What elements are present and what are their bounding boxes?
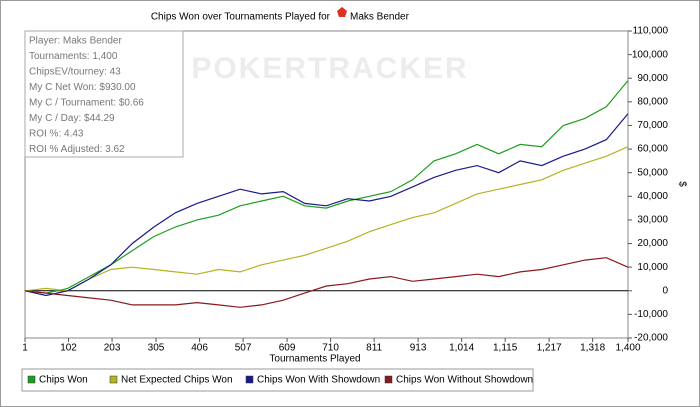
legend-swatch [27, 375, 36, 384]
x-tick-label: 305 [148, 343, 165, 354]
y-tick-label: 100,000 [632, 49, 669, 60]
x-tick-label: 1,400 [615, 343, 640, 354]
legend-swatch [109, 375, 118, 384]
x-tick-label: 1,318 [580, 343, 605, 354]
watermark: POKERTRACKER [191, 52, 468, 85]
y-tick-label: 10,000 [637, 262, 668, 273]
y-tick-label: -10,000 [634, 309, 668, 320]
info-line: My C / Tournament: $0.66 [29, 98, 144, 109]
x-tick-label: 203 [104, 343, 121, 354]
y-tick-label: 20,000 [637, 238, 668, 249]
x-tick-label: 710 [322, 343, 339, 354]
y-tick-label: 80,000 [637, 96, 668, 107]
info-line: Tournaments: 1,400 [29, 51, 118, 62]
y-tick-label: -20,000 [634, 333, 668, 344]
y-tick-label: 0 [662, 285, 668, 296]
x-tick-label: 1,217 [537, 343, 562, 354]
x-tick-label: 811 [366, 343, 382, 354]
x-tick-label: 102 [60, 343, 77, 354]
series-line [24, 257, 629, 308]
legend-label: Chips Won Without Showdown [396, 375, 533, 386]
y-tick-label: 40,000 [637, 191, 668, 202]
chart-title: Chips Won over Tournaments Played for [151, 12, 331, 23]
legend-label: Chips Won [39, 375, 88, 386]
x-tick-label: 406 [191, 343, 208, 354]
series-line [24, 113, 629, 297]
player-icon [337, 7, 347, 17]
player-name: Maks Bender [350, 12, 410, 23]
legend [21, 368, 534, 392]
x-tick-label: 1 [22, 343, 28, 354]
series-line [24, 146, 629, 292]
x-tick-label: 913 [410, 343, 427, 354]
x-tick-label: 507 [235, 343, 252, 354]
info-line: ROI % Adjusted: 3.62 [29, 144, 125, 155]
plot-area [24, 30, 629, 339]
legend-swatch [245, 375, 254, 384]
y-tick-label: 50,000 [637, 167, 668, 178]
x-axis-title: Tournaments Played [269, 354, 360, 365]
info-box [24, 30, 184, 158]
y-tick-label: 70,000 [637, 120, 668, 131]
y-axis-title: $ [676, 181, 687, 187]
y-tick-label: 90,000 [637, 73, 668, 84]
x-tick-label: 609 [279, 343, 296, 354]
y-tick-label: 110,000 [633, 26, 669, 37]
y-tick-label: 30,000 [637, 215, 668, 226]
y-tick-label: 60,000 [637, 144, 668, 155]
legend-swatch [384, 375, 393, 384]
info-line: ROI %: 4.43 [29, 129, 84, 140]
x-tick-label: 1,115 [493, 343, 518, 354]
x-tick-label: 1,014 [449, 343, 474, 354]
info-line: My C / Day: $44.29 [29, 113, 115, 124]
legend-label: Chips Won With Showdown [257, 375, 380, 386]
legend-label: Net Expected Chips Won [121, 375, 233, 386]
series-line [24, 80, 629, 294]
info-line: Player: Maks Bender [29, 36, 122, 47]
info-line: My C Net Won: $930.00 [29, 82, 136, 93]
info-line: ChipsEV/tourney: 43 [29, 67, 121, 78]
